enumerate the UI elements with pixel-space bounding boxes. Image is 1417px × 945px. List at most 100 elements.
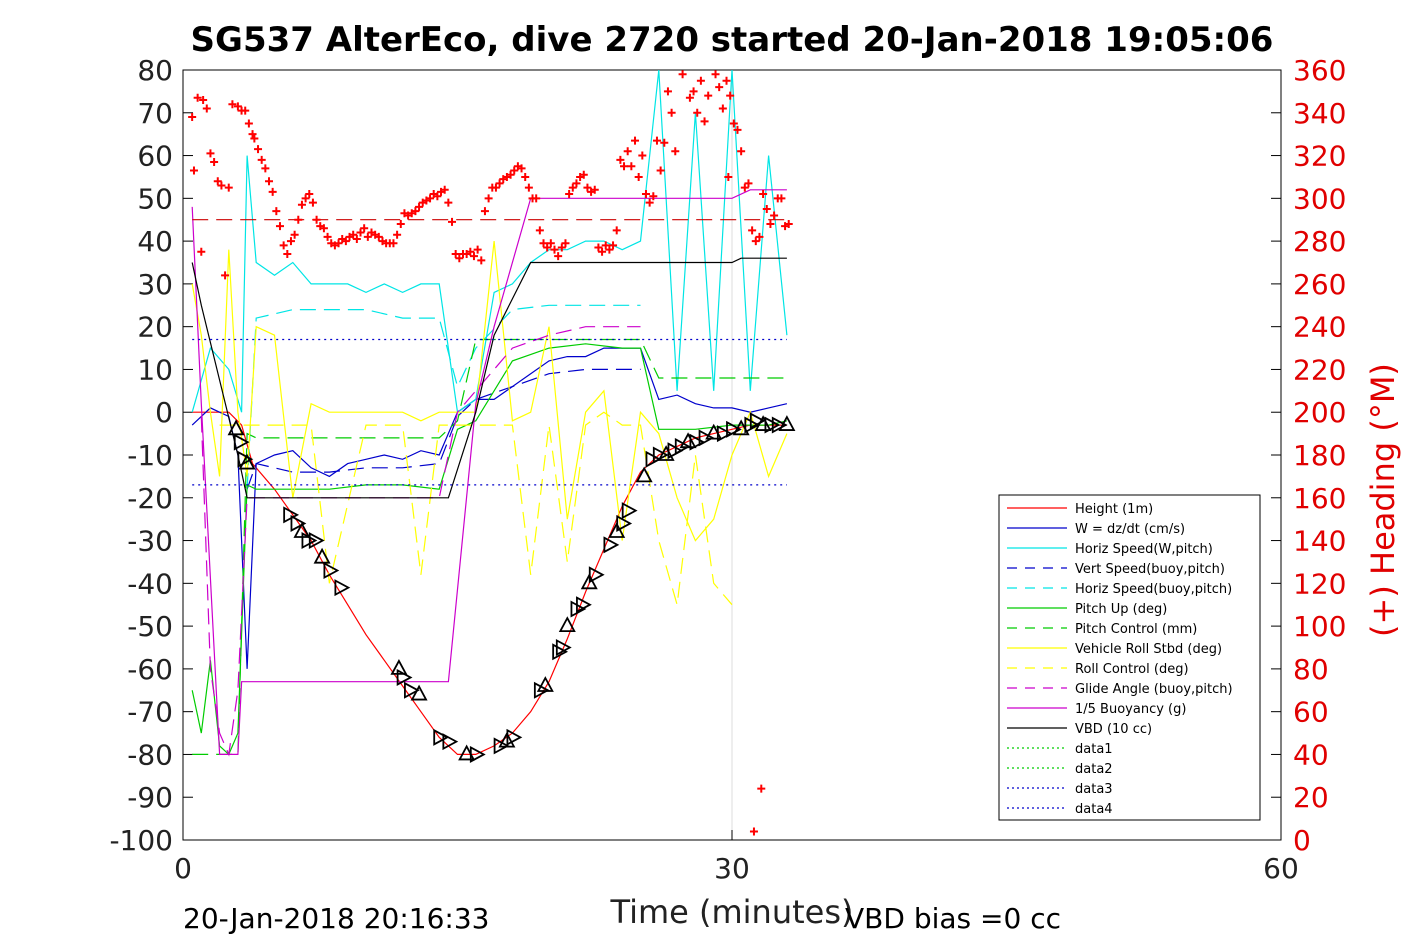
heading-point <box>565 190 574 199</box>
heading-point <box>623 147 632 156</box>
heading-point <box>755 232 764 241</box>
legend: Height (1m) W = dz/dt (cm/s) Horiz Speed(W… <box>998 494 1261 821</box>
y-tick-label: 70 <box>137 97 173 130</box>
heading-point <box>693 108 702 117</box>
heading-point <box>275 222 284 231</box>
heading-point <box>193 93 202 102</box>
heading-point <box>261 164 270 173</box>
legend-entry: Horiz Speed(buoy,pitch) <box>1075 582 1232 597</box>
footer-vbd-bias: VBD bias =0 cc <box>845 902 1061 935</box>
triangle-marker <box>552 643 569 661</box>
triangle-marker <box>536 676 554 692</box>
triangle-marker <box>716 425 733 443</box>
heading-point <box>415 202 424 211</box>
y2-tick-label: 340 <box>1293 97 1346 130</box>
chart-title: SG537 AlterEco, dive 2720 started 20-Jan… <box>191 20 1274 60</box>
heading-point <box>254 145 263 154</box>
heading-point <box>349 230 358 239</box>
heading-point <box>517 164 526 173</box>
heading-point <box>645 198 654 207</box>
heading-point <box>217 181 226 190</box>
triangle-marker <box>433 728 450 746</box>
heading-point <box>448 217 457 226</box>
triangle-marker <box>410 684 428 701</box>
legend-entry: W = dz/dt (cm/s) <box>1075 522 1185 537</box>
heading-point <box>389 239 398 248</box>
triangle-marker <box>442 733 459 751</box>
triangle-marker <box>679 432 697 449</box>
y2-tick-label: 20 <box>1293 781 1329 814</box>
heading-point <box>202 104 211 113</box>
heading-point <box>656 166 665 175</box>
heading-point <box>652 136 661 145</box>
heading-point <box>744 179 753 188</box>
triangle-marker <box>290 514 307 532</box>
series-line <box>191 189 787 756</box>
heading-point <box>356 228 365 237</box>
legend-entry: VBD (10 cc) <box>1075 722 1152 737</box>
heading-point <box>301 194 310 203</box>
y-tick-label: 40 <box>137 225 173 258</box>
heading-point <box>660 138 669 147</box>
heading-point <box>770 211 779 220</box>
heading-point <box>722 76 731 85</box>
heading-point <box>233 102 242 111</box>
heading-point <box>396 220 405 228</box>
triangle-marker <box>778 415 796 431</box>
triangle-marker <box>616 514 633 532</box>
x-axis-label: Time (minutes) <box>610 893 854 931</box>
y2-tick-label: 0 <box>1293 824 1311 857</box>
heading-point <box>740 183 749 192</box>
x-tick-label: 0 <box>174 852 192 885</box>
y2-tick-label: 200 <box>1293 396 1346 429</box>
y-tick-label: -100 <box>109 824 173 857</box>
heading-point <box>609 241 618 250</box>
triangle-marker <box>588 566 605 584</box>
triangle-marker <box>726 420 742 438</box>
legend-entry: Roll Control (deg) <box>1075 662 1189 677</box>
x-tick-label: 30 <box>714 852 750 885</box>
heading-point <box>228 100 237 109</box>
y2-tick-label: 100 <box>1293 610 1346 643</box>
series-line <box>192 338 787 756</box>
heading-point <box>561 239 570 248</box>
heading-point <box>784 220 793 228</box>
heading-point <box>689 87 698 96</box>
triangle-marker <box>233 433 250 451</box>
heading-point <box>550 245 559 254</box>
y-tick-label: -80 <box>127 738 173 771</box>
heading-point <box>352 234 361 243</box>
heading-point <box>411 207 420 216</box>
heading-point <box>455 254 464 263</box>
triangle-marker <box>689 433 706 451</box>
heading-point <box>641 190 650 199</box>
heading-point <box>554 252 563 261</box>
heading-point <box>737 147 746 156</box>
heading-point <box>221 271 230 280</box>
y2-tick-label: 160 <box>1293 482 1346 515</box>
triangle-marker <box>771 416 788 434</box>
y-tick-label: -30 <box>127 525 173 558</box>
triangle-marker <box>555 638 572 657</box>
heading-point <box>616 155 625 164</box>
triangle-marker <box>603 536 620 554</box>
heading-point <box>620 162 629 171</box>
triangle-marker <box>227 419 245 436</box>
heading-point <box>583 183 592 192</box>
heading-point <box>649 192 658 201</box>
y2-tick-label: 360 <box>1293 54 1346 87</box>
triangle-marker <box>334 579 351 597</box>
y-tick-label: -20 <box>127 482 173 515</box>
heading-point <box>363 232 372 241</box>
heading-point <box>244 119 253 128</box>
triangle-marker <box>469 745 486 763</box>
legend-entry: 1/5 Buoyancy (g) <box>1075 702 1186 717</box>
heading-point <box>671 147 680 156</box>
heading-point <box>696 76 705 85</box>
heading-point <box>733 125 742 134</box>
triangle-marker <box>396 668 413 686</box>
y2-tick-label: 320 <box>1293 140 1346 173</box>
heading-point <box>426 194 435 203</box>
heading-point <box>480 207 489 216</box>
y2-axis-label: (+) Heading (°M) <box>1364 363 1402 637</box>
